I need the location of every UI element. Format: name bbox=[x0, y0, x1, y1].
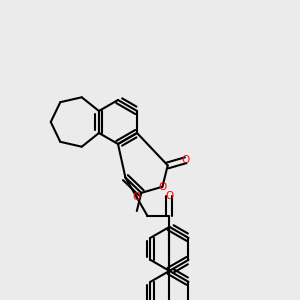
Text: O: O bbox=[182, 155, 190, 165]
Text: O: O bbox=[132, 192, 141, 202]
Text: O: O bbox=[165, 191, 174, 201]
Text: O: O bbox=[158, 182, 166, 192]
